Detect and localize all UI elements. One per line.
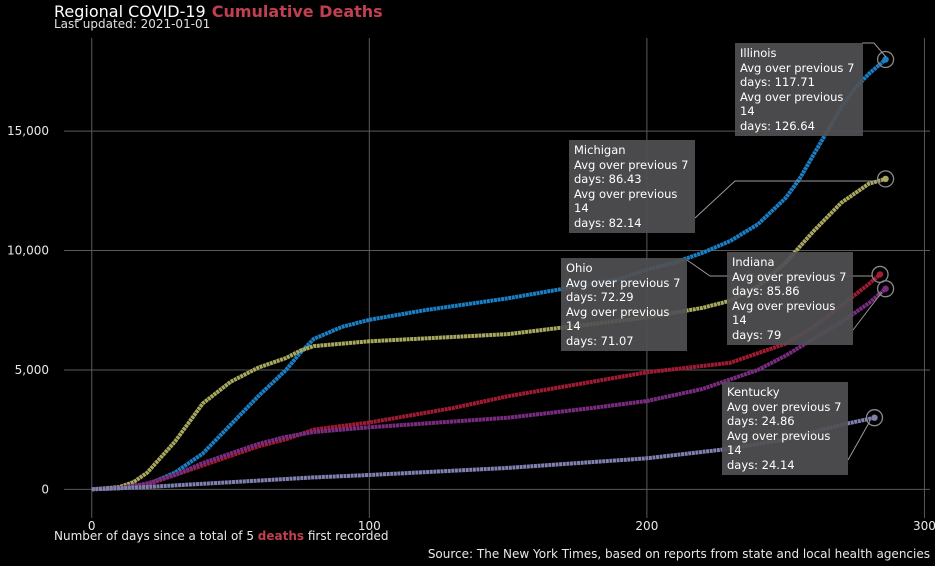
- tooltip-illinois: Illinois Avg over previous 7 days: 117.7…: [735, 43, 863, 136]
- x-axis-label: Number of days since a total of 5 deaths…: [54, 529, 388, 543]
- tooltip-connector: [852, 291, 883, 331]
- tooltip-ohio: Ohio Avg over previous 7 days: 72.29 Avg…: [561, 258, 687, 351]
- series-end-marker: [876, 170, 895, 188]
- chart-title-main: Regional COVID-19: [54, 2, 206, 21]
- tooltip-line: Avg over previous 7: [727, 399, 842, 414]
- tooltip-line: Avg over previous 7: [740, 60, 855, 75]
- tooltip-name: Indiana: [732, 255, 775, 269]
- series-end-point: [882, 285, 889, 292]
- tooltip-line: Avg over previous 14: [732, 298, 836, 328]
- series-end-point: [882, 175, 889, 183]
- series-line-michigan: [91, 176, 887, 492]
- y-tick-label: 10,000: [7, 244, 49, 258]
- tooltip-name: Kentucky: [727, 385, 780, 399]
- tooltip-line: days: 126.64: [740, 118, 815, 133]
- x-tick-label: 0: [88, 519, 96, 533]
- tooltip-line: Avg over previous 7: [732, 269, 847, 284]
- tooltip-michigan: Michigan Avg over previous 7 days: 86.43…: [569, 140, 695, 233]
- tooltip-line: days: 71.07: [566, 333, 634, 348]
- tooltip-line: Avg over previous 7: [574, 157, 689, 172]
- tooltip-indiana: Indiana Avg over previous 7 days: 85.86 …: [727, 252, 853, 345]
- series-end-point: [882, 56, 889, 63]
- tooltip-line: days: 86.43: [574, 172, 642, 186]
- chart-title: Regional COVID-19 Cumulative Deaths: [54, 2, 383, 21]
- y-tick-label: 0: [41, 482, 49, 496]
- tooltip-line: days: 24.86: [727, 414, 795, 428]
- tooltip-connector: [862, 42, 887, 58]
- x-axis-label-accent: deaths: [257, 529, 305, 543]
- tooltip-connector: [694, 180, 878, 219]
- tooltip-line: Avg over previous 14: [727, 428, 831, 458]
- x-axis-label-before: Number of days since a total of 5: [54, 529, 254, 543]
- tooltip-line: days: 24.14: [727, 457, 795, 472]
- tooltip-kentucky: Kentucky Avg over previous 7 days: 24.86…: [722, 382, 848, 475]
- tooltip-line: Avg over previous 7: [566, 275, 681, 290]
- tooltip-line: days: 79: [732, 327, 782, 342]
- tooltip-connector: [847, 420, 871, 461]
- series-end-marker: [865, 409, 884, 427]
- tooltip-line: days: 72.29: [566, 290, 634, 304]
- tooltip-name: Illinois: [740, 46, 777, 60]
- tooltip-line: days: 117.71: [740, 75, 815, 89]
- chart-subtitle: Last updated: 2021-01-01: [54, 17, 211, 31]
- x-tick-label: 100: [358, 519, 381, 533]
- tooltip-line: days: 82.14: [574, 215, 642, 230]
- y-tick-label: 15,000: [7, 124, 49, 138]
- y-tick-label: 5,000: [15, 363, 49, 377]
- source-note: Source: The New York Times, based on rep…: [427, 547, 930, 561]
- tooltip-line: Avg over previous 14: [740, 89, 844, 119]
- tooltip-name: Ohio: [566, 261, 593, 275]
- x-axis-label-after: first recorded: [307, 529, 389, 543]
- tooltip-name: Michigan: [574, 143, 626, 157]
- x-tick-label: 300: [913, 519, 935, 533]
- tooltip-line: Avg over previous 14: [574, 186, 678, 216]
- series-end-point: [876, 271, 884, 278]
- tooltip-line: days: 85.86: [732, 284, 800, 298]
- chart-title-accent: Cumulative Deaths: [211, 2, 383, 21]
- x-tick-label: 200: [635, 519, 658, 533]
- series-end-point: [871, 414, 878, 421]
- series-end-marker: [876, 50, 895, 69]
- tooltip-line: Avg over previous 14: [566, 304, 670, 334]
- series-end-marker: [876, 280, 895, 298]
